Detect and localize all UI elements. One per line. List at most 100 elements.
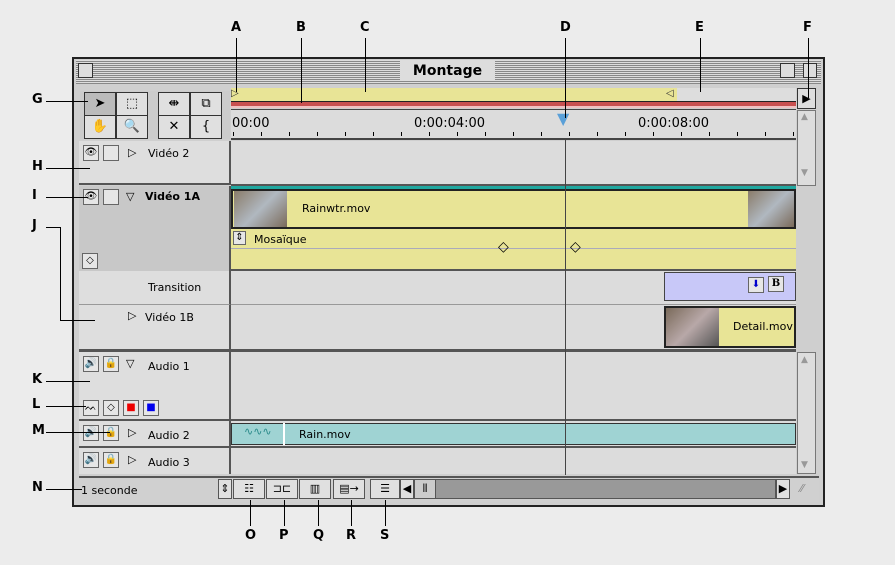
track-selector-icon[interactable]: B [768, 276, 784, 292]
work-area-end-marker-icon[interactable]: ◁ [666, 88, 674, 99]
callout-label: L [32, 397, 41, 412]
callout-label: C [360, 20, 370, 35]
volume-rubberband-icon[interactable]: ■ [123, 400, 139, 416]
timeline-menu-arrow-icon[interactable]: ▶ [797, 88, 816, 109]
callout-label: E [695, 20, 704, 35]
pan-rubberband-icon[interactable]: ■ [143, 400, 159, 416]
razor-tool-icon[interactable]: ⧉ [190, 92, 222, 116]
expand-triangle-icon[interactable]: ▷ [128, 426, 137, 439]
track-select-tool-icon[interactable]: ⇼ [158, 92, 190, 116]
video-audio-divider [79, 349, 796, 352]
clip-name: Rain.mov [299, 428, 351, 441]
keyframe-icon[interactable]: ◇ [103, 400, 119, 416]
callout-line [236, 38, 237, 92]
close-box[interactable] [78, 63, 93, 78]
speaker-icon[interactable]: 🔊 [83, 356, 99, 372]
scroll-thumb[interactable]: ⦀ [414, 479, 436, 499]
collapse-triangle-icon[interactable]: ▽ [126, 190, 135, 203]
ruler-tick [709, 132, 710, 136]
eye-icon[interactable]: 👁 [83, 145, 99, 161]
shift-tracks-icon[interactable]: ▤→ [333, 479, 365, 499]
track-name: Transition [148, 281, 202, 294]
playhead-icon[interactable]: ▼ [557, 109, 570, 128]
keyframe-icon[interactable]: ◇ [498, 239, 509, 255]
audio-scrollbar[interactable] [797, 352, 816, 474]
in-point-tool-icon[interactable]: { [190, 115, 222, 139]
track-audio1[interactable] [231, 352, 796, 421]
ruler-tick [513, 132, 514, 136]
work-area-start-marker-icon[interactable]: ▷ [231, 88, 239, 99]
keyframe-line [231, 248, 796, 249]
ruler-tick [765, 132, 766, 136]
speaker-icon[interactable]: 🔊 [83, 452, 99, 468]
ruler-tick [541, 132, 542, 136]
scroll-up-icon[interactable]: ▲ [801, 355, 808, 365]
effect-name: Mosaïque [254, 233, 307, 246]
effect-menu-icon[interactable]: ⇕ [233, 231, 246, 245]
window-menu-icon[interactable] [803, 63, 817, 78]
time-zoom-level-menu[interactable]: 1 seconde [81, 484, 138, 497]
edit-line [565, 140, 566, 475]
ruler-tick [345, 132, 346, 136]
callout-label: O [245, 528, 257, 543]
work-area[interactable] [231, 88, 677, 101]
clip-name: Detail.mov [733, 320, 793, 333]
callout-label: B [296, 20, 306, 35]
effect-keyframe-lane[interactable] [231, 229, 796, 269]
callout-line [250, 500, 251, 526]
expand-triangle-icon[interactable]: ▷ [128, 146, 137, 159]
scroll-down-icon[interactable]: ▼ [801, 460, 808, 470]
lock-icon[interactable]: 🔒 [103, 452, 119, 468]
callout-label: F [803, 20, 812, 35]
cross-fade-tool-icon[interactable]: ✕ [158, 115, 190, 139]
clip-thumbnail [234, 191, 287, 227]
toggle-edit-lines-icon[interactable]: ☰ [370, 479, 400, 499]
callout-label: N [32, 480, 43, 495]
track-video2[interactable] [231, 141, 796, 186]
clip-rain[interactable] [231, 423, 796, 445]
zoom-box[interactable] [780, 63, 795, 78]
ruler-tick [625, 132, 626, 136]
scroll-right-icon[interactable]: ▶ [776, 479, 790, 499]
horizontal-scrollbar[interactable] [414, 479, 776, 499]
range-select-tool-icon[interactable]: ⬚ [116, 92, 148, 116]
snap-to-edges-icon[interactable]: ⊐⊏ [266, 479, 298, 499]
lock-box[interactable] [103, 189, 119, 205]
scroll-up-icon[interactable]: ▲ [801, 112, 808, 122]
callout-bracket [60, 227, 61, 320]
keyframe-icon[interactable]: ◇ [570, 239, 581, 255]
speaker-icon[interactable]: 🔊 [83, 425, 99, 441]
track-audio3[interactable] [231, 448, 796, 474]
expand-triangle-icon[interactable]: ▷ [128, 309, 137, 322]
zoom-stepper-icon[interactable]: ⇕ [218, 479, 232, 499]
direction-arrow-icon[interactable]: ⬇ [748, 277, 764, 293]
ruler-tick [597, 132, 598, 136]
edge-view-icon[interactable]: ▥ [299, 479, 331, 499]
scroll-left-icon[interactable]: ◀ [400, 479, 414, 499]
collapse-triangle-icon[interactable]: ▽ [126, 357, 135, 370]
callout-line [700, 38, 701, 92]
clip-rainwtr[interactable] [231, 189, 796, 229]
waveform-icon: ∿∿∿ [244, 425, 272, 438]
expand-triangle-icon[interactable]: ▷ [128, 453, 137, 466]
selection-tool-icon[interactable]: ➤ [84, 92, 116, 116]
ruler-label: 0:00:08:00 [638, 116, 710, 131]
track-format-icon[interactable]: ☷ [233, 479, 265, 499]
callout-line [385, 500, 386, 526]
video-scrollbar[interactable] [797, 110, 816, 186]
waveform-icon[interactable]: ᨓ [83, 400, 99, 416]
resize-grip-icon[interactable]: ⁄⁄ [800, 482, 804, 495]
lock-icon[interactable]: 🔒 [103, 425, 119, 441]
clip-thumbnail [666, 308, 719, 346]
keyframe-icon[interactable]: ◇ [82, 253, 98, 269]
ruler-tick [317, 132, 318, 136]
zoom-tool-icon[interactable]: 🔍 [116, 115, 148, 139]
callout-line [46, 489, 82, 490]
clip-thumbnail [748, 191, 794, 227]
ruler-tick [653, 132, 654, 136]
hand-tool-icon[interactable]: ✋ [84, 115, 116, 139]
scroll-down-icon[interactable]: ▼ [801, 168, 808, 178]
lock-box[interactable] [103, 145, 119, 161]
lock-icon[interactable]: 🔒 [103, 356, 119, 372]
ruler-tick [737, 132, 738, 136]
